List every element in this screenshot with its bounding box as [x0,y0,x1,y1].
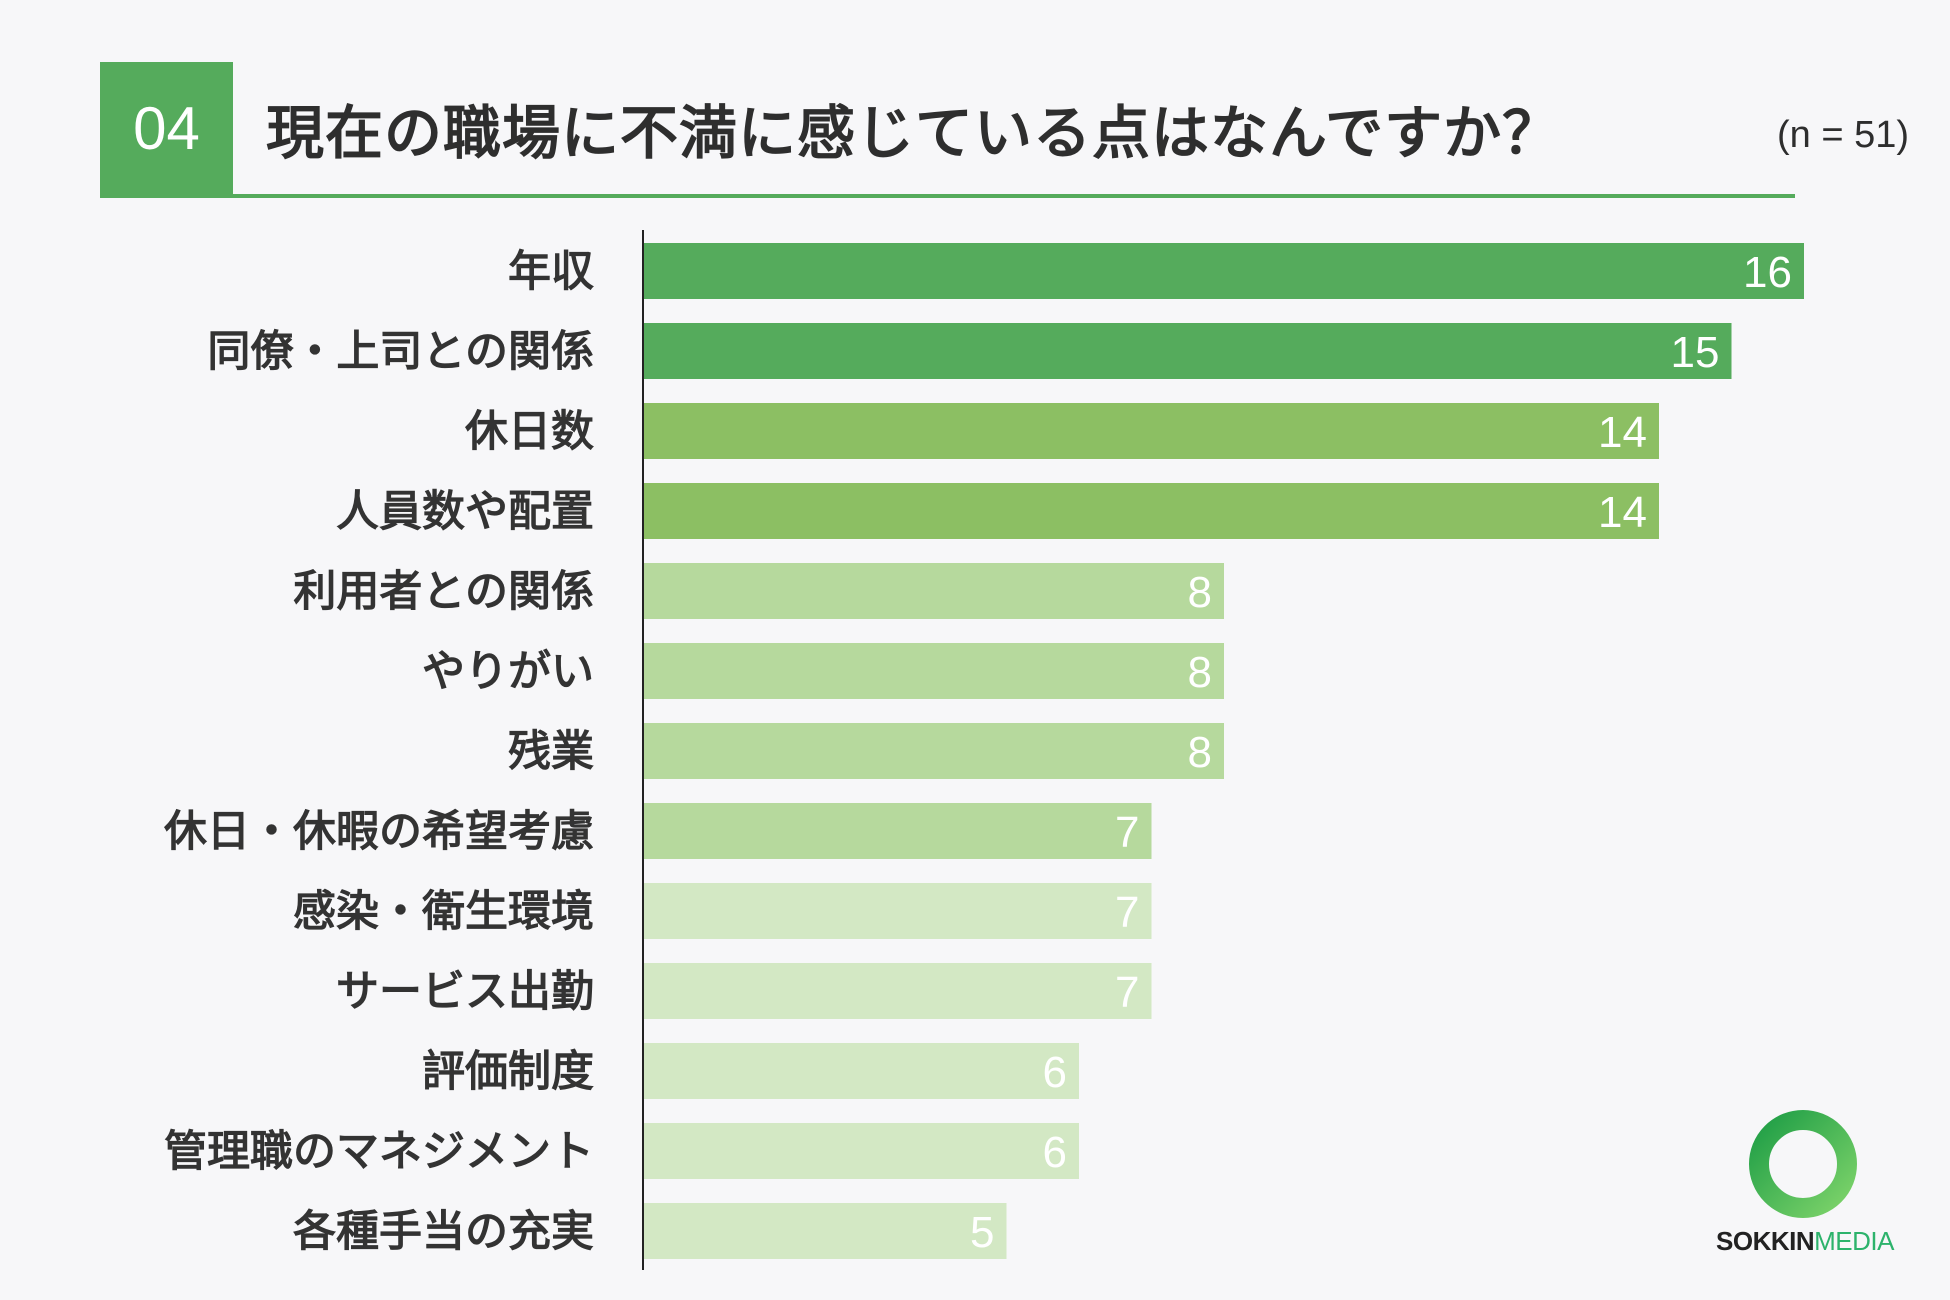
value-label-13: 5 [970,1208,994,1257]
question-number-badge: 04 [100,62,233,194]
value-label-6: 8 [1188,648,1212,697]
category-label-13: 各種手当の充実 [293,1207,594,1257]
category-label-4: 人員数や配置 [336,487,594,537]
category-label-7: 残業 [508,727,594,777]
bar-2 [644,323,1732,379]
value-label-7: 8 [1188,728,1212,777]
bar-11 [644,1043,1079,1099]
category-label-6: やりがい [422,647,594,697]
header-underline [100,194,1795,198]
logo-text-media: MEDIA [1814,1226,1894,1256]
category-label-12: 管理職のマネジメント [164,1127,594,1177]
logo-wordmark: SOKKINMEDIA [1690,1226,1920,1257]
bar-12 [644,1123,1079,1179]
value-label-5: 8 [1188,568,1212,617]
value-label-12: 6 [1043,1128,1067,1177]
bar-7 [644,723,1224,779]
bar-5 [644,563,1224,619]
value-label-2: 15 [1671,328,1720,377]
bar-8 [644,803,1152,859]
bar-4 [644,483,1659,539]
category-label-11: 評価制度 [422,1047,594,1097]
category-label-3: 休日数 [464,407,594,457]
bar-10 [644,963,1152,1019]
chart-title: 現在の職場に不満に感じている点はなんですか？ [266,99,1562,167]
value-label-8: 7 [1115,808,1139,857]
category-label-5: 利用者との関係 [293,567,594,617]
category-label-1: 年収 [508,247,594,297]
value-label-10: 7 [1115,968,1139,1017]
bars-group: 年収 16 同僚・上司との関係 15 休日数 14 人員数や配置 14 利用者との関係 8 やりがい… [163,243,1804,1259]
value-label-3: 14 [1598,408,1647,457]
bar-3 [644,403,1659,459]
value-label-9: 7 [1115,888,1139,937]
chart-header: 04 現在の職場に不満に感じている点はなんですか？ (n = 51) [100,62,1909,198]
value-label-11: 6 [1043,1048,1067,1097]
logo-ring-icon [1749,1110,1857,1218]
sample-size-label: (n = 51) [1777,114,1910,156]
bar-13 [644,1203,1007,1259]
value-label-1: 16 [1743,248,1792,297]
bar-9 [644,883,1152,939]
logo-text-sokkin: SOKKIN [1716,1226,1815,1256]
sokkin-media-logo: SOKKINMEDIA [1690,1108,1920,1258]
category-label-9: 感染・衛生環境 [293,887,594,937]
category-label-2: 同僚・上司との関係 [207,327,594,377]
bar-1 [644,243,1804,299]
bar-6 [644,643,1224,699]
category-label-10: サービス出勤 [336,967,594,1017]
value-label-4: 14 [1598,488,1647,537]
category-label-8: 休日・休暇の希望考慮 [163,807,594,857]
